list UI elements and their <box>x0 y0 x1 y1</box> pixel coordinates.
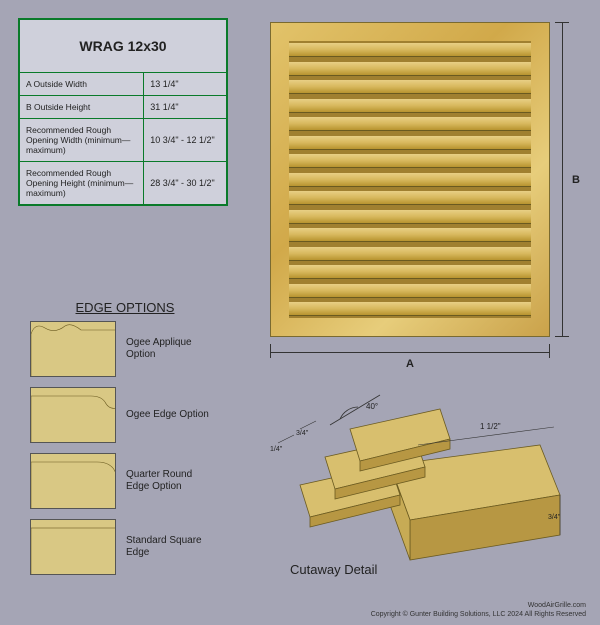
edge-row: Ogee Edge Option <box>30 387 220 443</box>
edge-swatch-square <box>30 519 116 575</box>
grille-slat <box>289 80 531 94</box>
spec-row-value: 10 3/4" - 12 1/2" <box>144 119 227 162</box>
grille-slat <box>289 62 531 76</box>
edge-label: Standard Square Edge <box>126 535 216 560</box>
spec-row-label: Recommended Rough Opening Width (minimum… <box>19 119 144 162</box>
grille-slat <box>289 136 531 150</box>
edge-swatch-ogee-edge <box>30 387 116 443</box>
dim-frame-lip: 3/4" <box>548 514 561 521</box>
edge-row: Ogee Applique Option <box>30 321 220 377</box>
spec-row-label: Recommended Rough Opening Height (minimu… <box>19 162 144 206</box>
spec-title: WRAG 12x30 <box>19 19 227 73</box>
grille-slats <box>289 41 531 318</box>
dim-frame-depth: 1 1/2" <box>480 422 501 431</box>
spec-row-value: 28 3/4" - 30 1/2" <box>144 162 227 206</box>
dimension-a-label: A <box>406 358 414 370</box>
edge-row: Quarter Round Edge Option <box>30 453 220 509</box>
cutaway-title: Cutaway Detail <box>290 562 377 577</box>
grille-slat <box>289 302 531 316</box>
grille-illustration <box>270 22 550 337</box>
footer: WoodAirGrille.com Copyright © Gunter Bui… <box>371 602 586 619</box>
edge-swatch-quarter-round <box>30 453 116 509</box>
grille-slat <box>289 173 531 187</box>
grille-slat <box>289 247 531 261</box>
grille-slat <box>289 210 531 224</box>
grille-slat <box>289 284 531 298</box>
spec-row-label: B Outside Height <box>19 96 144 119</box>
dim-slat-spacing: 3/4" <box>296 430 309 437</box>
angle-label: 40° <box>366 402 378 411</box>
edge-swatch-ogee-applique <box>30 321 116 377</box>
spec-row-label: A Outside Width <box>19 73 144 96</box>
dimension-b: B <box>558 22 576 337</box>
spec-row-value: 13 1/4" <box>144 73 227 96</box>
grille-slat <box>289 228 531 242</box>
dim-slat-thickness: 1/4" <box>270 446 283 453</box>
spec-row-value: 31 1/4" <box>144 96 227 119</box>
edge-label: Ogee Edge Option <box>126 409 216 422</box>
grille-slat <box>289 117 531 131</box>
grille-slat <box>289 99 531 113</box>
edge-options: EDGE OPTIONS Ogee Applique Option Ogee E… <box>30 300 220 585</box>
grille-slat <box>289 154 531 168</box>
edge-row: Standard Square Edge <box>30 519 220 575</box>
footer-site: WoodAirGrille.com <box>371 602 586 610</box>
footer-copyright: Copyright © Gunter Building Solutions, L… <box>371 611 586 619</box>
edge-label: Ogee Applique Option <box>126 337 216 362</box>
dimension-a: A <box>270 348 550 366</box>
edge-options-title: EDGE OPTIONS <box>30 300 220 315</box>
grille-slat <box>289 191 531 205</box>
grille-slat <box>289 43 531 57</box>
grille-slat <box>289 265 531 279</box>
spec-table: WRAG 12x30 A Outside Width 13 1/4" B Out… <box>18 18 228 206</box>
cutaway-detail: 40° 1/4" 3/4" 1 1/2" 3/4" <box>270 385 570 595</box>
edge-label: Quarter Round Edge Option <box>126 469 216 494</box>
dimension-b-label: B <box>572 174 580 186</box>
